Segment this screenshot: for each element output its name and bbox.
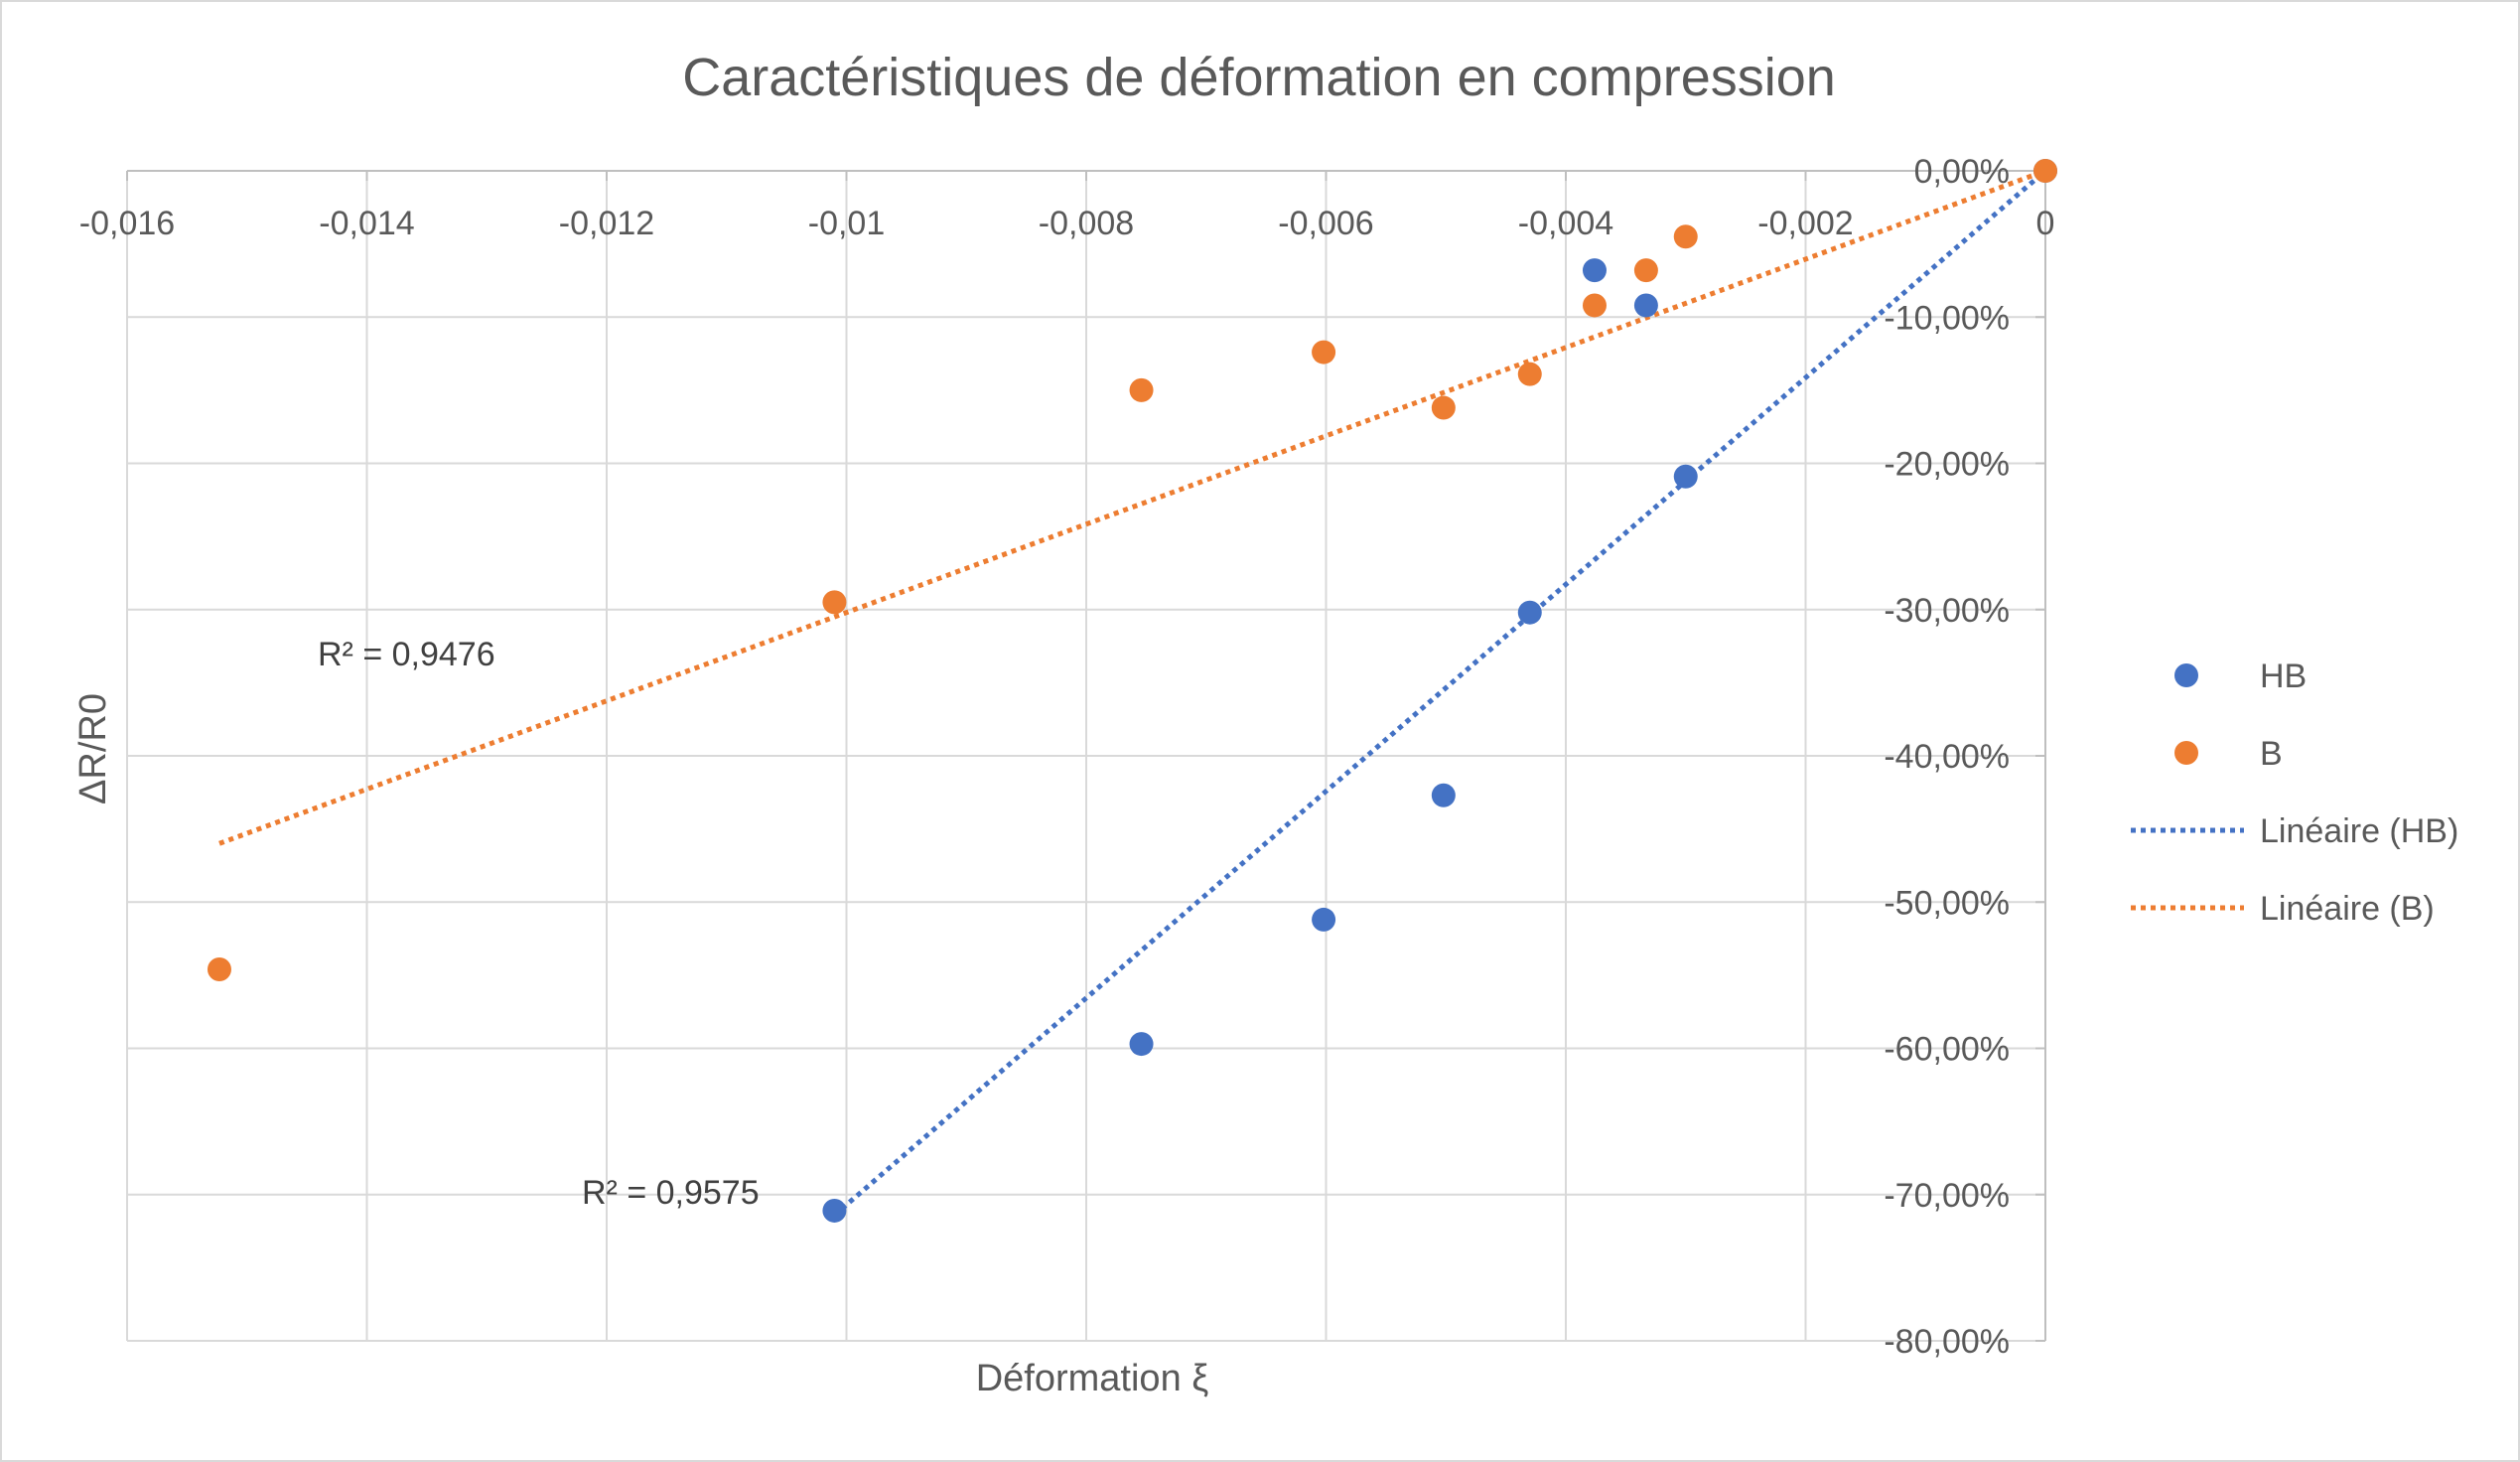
y-tick-label: -40,00% <box>1884 738 2010 776</box>
legend: HB B Linéaire (HB) Linéaire (B) <box>2131 658 2458 928</box>
legend-item-b: B <box>2174 735 2283 773</box>
data-point-hb <box>822 1198 847 1223</box>
annotations: R² = 0,9575 R² = 0,9476 <box>318 636 760 1212</box>
tick-labels: -0,016 -0,014 -0,012 -0,01 -0,008 -0,006 -0,00… <box>79 153 2055 1361</box>
y-tick-label: -70,00% <box>1884 1177 2010 1215</box>
data-point-b <box>1312 340 1336 365</box>
legend-marker-b <box>2174 741 2198 765</box>
x-tick-label: -0,008 <box>1039 205 1134 242</box>
x-tick-label: -0,016 <box>79 205 175 242</box>
legend-label-hb: HB <box>2260 658 2307 695</box>
legend-item-trend-hb: Linéaire (HB) <box>2131 812 2458 850</box>
y-tick-label: -50,00% <box>1884 884 2010 922</box>
data-point-hb <box>1431 783 1456 807</box>
data-point-b <box>822 590 847 615</box>
y-tick-label: -60,00% <box>1884 1031 2010 1069</box>
legend-item-hb: HB <box>2174 658 2307 695</box>
legend-label-trend-b: Linéaire (B) <box>2260 890 2435 928</box>
x-tick-label: -0,002 <box>1757 205 1853 242</box>
data-point-b <box>1129 377 1154 402</box>
data-point-hb <box>1129 1032 1154 1057</box>
x-tick-label: -0,006 <box>1278 205 1373 242</box>
legend-label-trend-hb: Linéaire (HB) <box>2260 812 2458 850</box>
data-point-hb <box>1312 907 1336 932</box>
axes <box>126 170 2046 1342</box>
x-tick-label: -0,014 <box>319 205 414 242</box>
data-point-hb <box>1517 600 1542 625</box>
data-point-b <box>207 956 231 981</box>
r2-label-hb: R² = 0,9575 <box>582 1174 760 1212</box>
r2-label-b: R² = 0,9476 <box>318 636 495 673</box>
y-tick-label: -80,00% <box>1884 1323 2010 1361</box>
y-tick-label: -30,00% <box>1884 592 2010 630</box>
x-tick-label: -0,01 <box>808 205 886 242</box>
y-tick-label: 0,00% <box>1914 153 2010 191</box>
y-tick-label: -20,00% <box>1884 446 2010 484</box>
data-point-hb <box>1633 293 1658 318</box>
data-points <box>207 159 2057 1223</box>
y-tick-label: -10,00% <box>1884 299 2010 337</box>
chart-title: Caractéristiques de déformation en compr… <box>682 48 1836 107</box>
legend-marker-hb <box>2174 663 2198 687</box>
data-point-b <box>1431 395 1456 420</box>
data-point-b <box>1582 293 1607 318</box>
data-point-hb <box>1582 258 1607 283</box>
legend-label-b: B <box>2260 735 2283 773</box>
trendlines <box>218 168 2047 1218</box>
data-point-b <box>1517 362 1542 386</box>
data-point-b <box>1673 224 1698 249</box>
data-point-b <box>2033 159 2057 183</box>
x-axis-title: Déformation ξ <box>976 1358 1209 1399</box>
data-point-hb <box>1673 464 1698 489</box>
y-axis-title: ΔR/R0 <box>72 693 114 804</box>
data-point-b <box>1633 258 1658 283</box>
x-tick-label: -0,012 <box>559 205 654 242</box>
trendline-hb <box>832 169 2047 1218</box>
legend-item-trend-b: Linéaire (B) <box>2131 890 2435 928</box>
gridlines <box>126 171 2045 1342</box>
x-tick-label: 0 <box>2036 205 2055 242</box>
trendline-b <box>218 168 2046 846</box>
x-tick-label: -0,004 <box>1518 205 1613 242</box>
